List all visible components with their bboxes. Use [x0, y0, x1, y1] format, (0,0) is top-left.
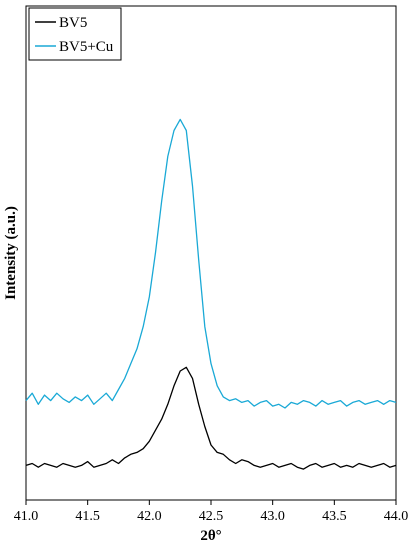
legend: BV5 BV5+Cu — [28, 7, 122, 61]
legend-label-bv5-cu: BV5+Cu — [59, 39, 114, 55]
x-tick-label: 42.5 — [199, 509, 224, 524]
plot-frame — [25, 5, 397, 501]
series-line-bv5 — [25, 366, 397, 470]
x-tick-label: 43.0 — [260, 509, 285, 524]
legend-box — [28, 7, 122, 61]
x-tick-label: 43.5 — [322, 509, 347, 524]
x-tick-label: 44.0 — [384, 509, 409, 524]
series-line-bv5-cu — [25, 118, 397, 409]
x-tick-label: 41.5 — [75, 509, 100, 524]
x-tick-label: 41.0 — [14, 509, 39, 524]
x-tick-label: 42.0 — [137, 509, 162, 524]
x-axis-label: 2θ° — [200, 528, 221, 544]
legend-label-bv5: BV5 — [59, 15, 87, 31]
y-axis-label: Intensity (a.u.) — [3, 206, 19, 300]
